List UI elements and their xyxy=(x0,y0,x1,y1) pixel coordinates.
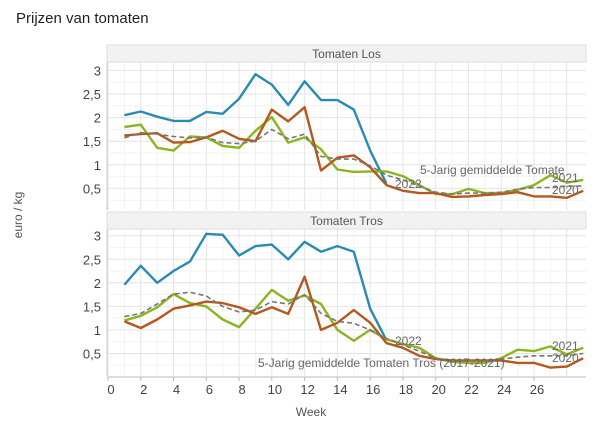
y-tick-label: 1 xyxy=(94,158,101,173)
x-tick-label: 24 xyxy=(497,382,511,397)
x-tick-label: 22 xyxy=(464,382,478,397)
y-tick-label: 2 xyxy=(94,276,101,291)
series-label: 5-Jarig gemiddelde Tomaten Tros (2017-20… xyxy=(258,356,505,370)
y-tick-label: 1 xyxy=(94,323,101,338)
series-label: 2020 xyxy=(552,351,579,365)
y-tick-label: 1,5 xyxy=(83,134,101,149)
y-tick-label: 3 xyxy=(94,229,101,244)
series-label: 2022 xyxy=(395,177,422,191)
x-tick-label: 16 xyxy=(366,382,380,397)
series-line-2022 xyxy=(124,72,388,185)
x-axis-title: Week xyxy=(296,405,327,419)
series-label: 2022 xyxy=(395,334,422,348)
series-line-2020 xyxy=(124,105,584,200)
x-tick-label: 26 xyxy=(530,382,544,397)
x-tick-label: 0 xyxy=(107,382,114,397)
series-line-2021 xyxy=(124,288,584,365)
x-tick-label: 8 xyxy=(238,382,245,397)
series-label: 2021 xyxy=(552,171,579,185)
x-tick-label: 14 xyxy=(333,382,347,397)
series-line-average xyxy=(124,128,584,195)
x-tick-label: 10 xyxy=(268,382,282,397)
y-tick-label: 1,5 xyxy=(83,299,101,314)
series-line-2022 xyxy=(123,232,388,341)
y-tick-label: 0,5 xyxy=(83,181,101,196)
panel-title: Tomaten Tros xyxy=(310,214,383,228)
y-tick-label: 3 xyxy=(94,63,101,78)
series-label: 5-Jarig gemiddelde Tomate xyxy=(420,163,565,177)
y-axis-title: euro / kg xyxy=(11,192,25,239)
y-tick-label: 0,5 xyxy=(83,346,101,361)
y-tick-label: 2,5 xyxy=(83,252,101,267)
panel-title: Tomaten Los xyxy=(312,47,381,61)
panel-strip xyxy=(106,211,587,230)
x-tick-label: 2 xyxy=(140,382,147,397)
series-line-2020 xyxy=(123,275,584,369)
x-tick-label: 18 xyxy=(399,382,413,397)
x-tick-label: 4 xyxy=(173,382,180,397)
chart-title: Prijzen van tomaten xyxy=(16,10,149,27)
series-label: 2020 xyxy=(552,183,579,197)
y-tick-label: 2 xyxy=(94,111,101,126)
series-label: 2021 xyxy=(552,339,579,353)
panel-0: Tomaten Los 0,5 1 1,5 2 2,5 3 5-Jarig gemiddeld… xyxy=(83,44,587,210)
series-line-average xyxy=(124,291,584,362)
x-tick-label: 20 xyxy=(431,382,445,397)
y-tick-label: 2,5 xyxy=(83,87,101,102)
x-tick-label: 12 xyxy=(300,382,314,397)
x-tick-label: 6 xyxy=(206,382,213,397)
panel-strip xyxy=(106,44,587,63)
